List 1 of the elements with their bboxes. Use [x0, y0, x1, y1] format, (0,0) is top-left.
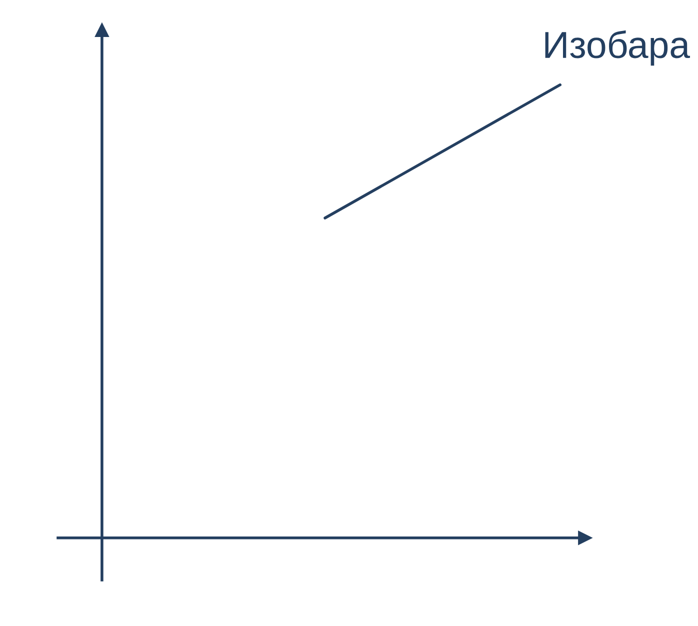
text: Изобара: [545, 30, 690, 66]
